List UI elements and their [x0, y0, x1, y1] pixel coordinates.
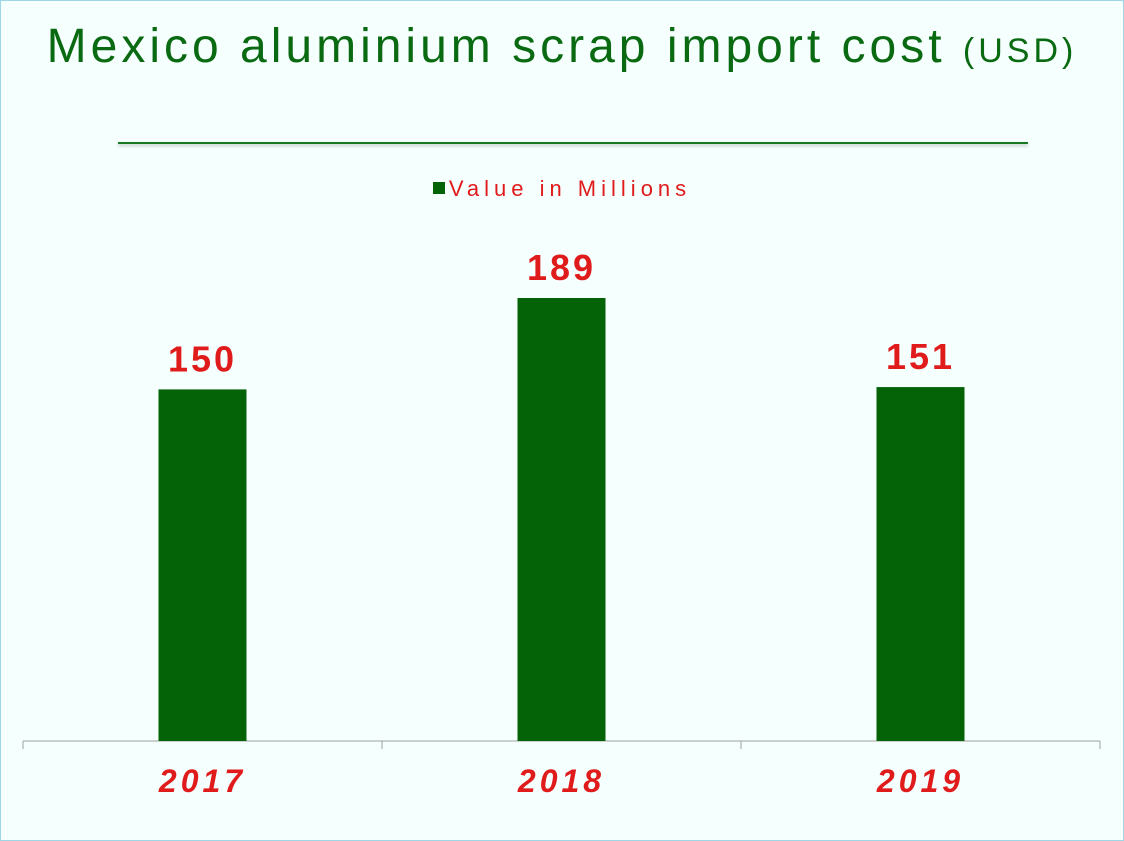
bar-2017: [158, 389, 247, 741]
title-underline: [118, 142, 1028, 144]
x-tick-label-2019: 2019: [876, 763, 964, 799]
x-tick-label-2018: 2018: [517, 763, 605, 799]
legend-label: Value in Millions: [448, 176, 692, 201]
bar-2018: [517, 298, 606, 741]
data-label-2017: 150: [168, 338, 237, 379]
chart-title-unit: (USD): [962, 32, 1078, 70]
data-label-2019: 151: [886, 336, 955, 377]
chart-title: Mexico aluminium scrap import cost (USD): [0, 18, 1124, 80]
x-tick-label-2017: 2017: [158, 763, 246, 799]
chart-title-text: Mexico aluminium scrap import cost: [46, 20, 946, 73]
bar-2019: [876, 387, 965, 741]
data-label-2018: 189: [527, 247, 596, 288]
chart-legend: Value in Millions: [0, 176, 1124, 202]
legend-swatch: [432, 182, 445, 194]
